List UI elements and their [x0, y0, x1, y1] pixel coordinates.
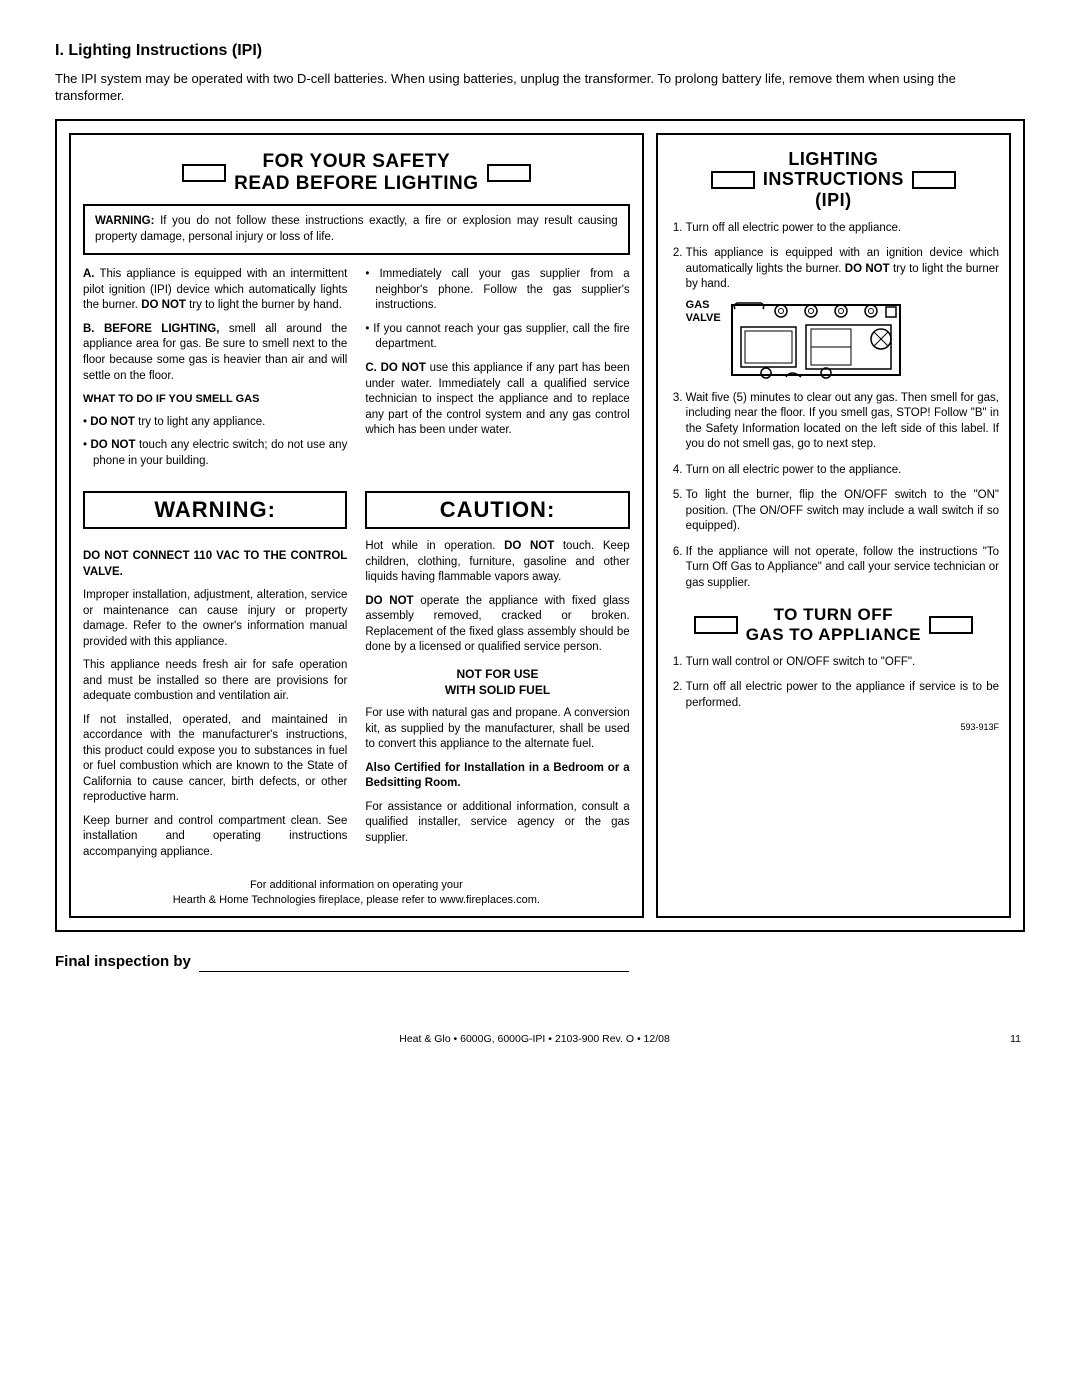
banner-box-icon	[711, 171, 755, 189]
smell-bullet: Immediately call your gas supplier from …	[375, 267, 629, 314]
safety-two-col: A. This appliance is equipped with an in…	[83, 267, 630, 477]
lighting-steps: Turn off all electric power to the appli…	[668, 221, 999, 592]
warning-subhead: DO NOT CONNECT 110 VAC TO THE CONTROL VA…	[83, 549, 347, 580]
caution-para-bold: Also Certified for Installation in a Bed…	[365, 761, 629, 792]
turnoff-steps: Turn wall control or ON/OFF switch to "O…	[668, 655, 999, 712]
smell-bullet: DO NOT touch any electric switch; do not…	[93, 438, 347, 469]
footer-center: Heat & Glo • 6000G, 6000G-IPI • 2103-900…	[399, 1032, 670, 1046]
step: Turn wall control or ON/OFF switch to "O…	[686, 655, 999, 671]
safety-banner: FOR YOUR SAFETYREAD BEFORE LIGHTING	[83, 151, 630, 195]
lighting-banner-title: LIGHTINGINSTRUCTIONS(IPI)	[763, 149, 904, 211]
step: This appliance is equipped with an ignit…	[686, 246, 999, 381]
banner-box-icon	[182, 164, 226, 182]
safety-banner-title: FOR YOUR SAFETYREAD BEFORE LIGHTING	[234, 151, 478, 195]
footer-page-number: 11	[1010, 1032, 1021, 1046]
fuel-heading: NOT FOR USEWITH SOLID FUEL	[365, 666, 629, 698]
warning-para: Improper installation, adjustment, alter…	[83, 588, 347, 650]
step: If the appliance will not operate, follo…	[686, 545, 999, 592]
step: Turn off all electric power to the appli…	[686, 680, 999, 711]
turnoff-banner-title: TO TURN OFFGAS TO APPLIANCE	[746, 605, 921, 644]
gas-valve-label: GASVALVE	[686, 299, 721, 325]
outer-frame: FOR YOUR SAFETYREAD BEFORE LIGHTING WARN…	[55, 119, 1025, 932]
turnoff-banner: TO TURN OFFGAS TO APPLIANCE	[668, 605, 999, 644]
caution-heading: CAUTION:	[365, 491, 629, 529]
warn-caution-cols: DO NOT CONNECT 110 VAC TO THE CONTROL VA…	[83, 539, 630, 868]
caution-para: For assistance or additional information…	[365, 800, 629, 847]
step: Turn on all electric power to the applia…	[686, 463, 999, 479]
banner-box-icon	[487, 164, 531, 182]
page-footer: Heat & Glo • 6000G, 6000G-IPI • 2103-900…	[55, 1032, 1025, 1046]
section-title: I. Lighting Instructions (IPI)	[55, 40, 1025, 62]
caution-col: Hot while in operation. DO NOT touch. Ke…	[365, 539, 629, 868]
banner-box-icon	[694, 616, 738, 634]
panel-footnote: For additional information on operating …	[83, 878, 630, 908]
banner-box-icon	[912, 171, 956, 189]
inspection-label: Final inspection by	[55, 952, 191, 972]
lighting-banner: LIGHTINGINSTRUCTIONS(IPI)	[668, 149, 999, 211]
smell-gas-heading: WHAT TO DO IF YOU SMELL GAS	[83, 392, 347, 407]
warning-caution-row: WARNING: CAUTION:	[83, 491, 630, 529]
signature-line	[199, 958, 629, 972]
warning-bar: WARNING: If you do not follow these inst…	[83, 204, 630, 255]
step: To light the burner, flip the ON/OFF swi…	[686, 488, 999, 535]
page-header: I. Lighting Instructions (IPI) The IPI s…	[55, 40, 1025, 105]
safety-col-right: Immediately call your gas supplier from …	[365, 267, 629, 477]
final-inspection: Final inspection by	[55, 952, 1025, 972]
lighting-panel: LIGHTINGINSTRUCTIONS(IPI) Turn off all e…	[656, 133, 1011, 918]
warning-para: This appliance needs fresh air for safe …	[83, 658, 347, 705]
figure-number: 593-913F	[668, 721, 999, 733]
banner-box-icon	[929, 616, 973, 634]
warning-para: If not installed, operated, and maintain…	[83, 713, 347, 806]
smell-bullet: DO NOT try to light any appliance.	[93, 415, 347, 431]
warning-para: Keep burner and control compartment clea…	[83, 814, 347, 861]
safety-col-left: A. This appliance is equipped with an in…	[83, 267, 347, 477]
safety-panel: FOR YOUR SAFETYREAD BEFORE LIGHTING WARN…	[69, 133, 644, 918]
intro-paragraph: The IPI system may be operated with two …	[55, 70, 1025, 105]
caution-para: For use with natural gas and propane. A …	[365, 706, 629, 753]
gas-valve-icon	[731, 299, 901, 381]
warning-col: DO NOT CONNECT 110 VAC TO THE CONTROL VA…	[83, 539, 347, 868]
warning-heading: WARNING:	[83, 491, 347, 529]
step: Turn off all electric power to the appli…	[686, 221, 999, 237]
smell-bullet: If you cannot reach your gas supplier, c…	[375, 322, 629, 353]
gas-valve-row: GASVALVE	[686, 299, 999, 381]
step: Wait five (5) minutes to clear out any g…	[686, 391, 999, 453]
